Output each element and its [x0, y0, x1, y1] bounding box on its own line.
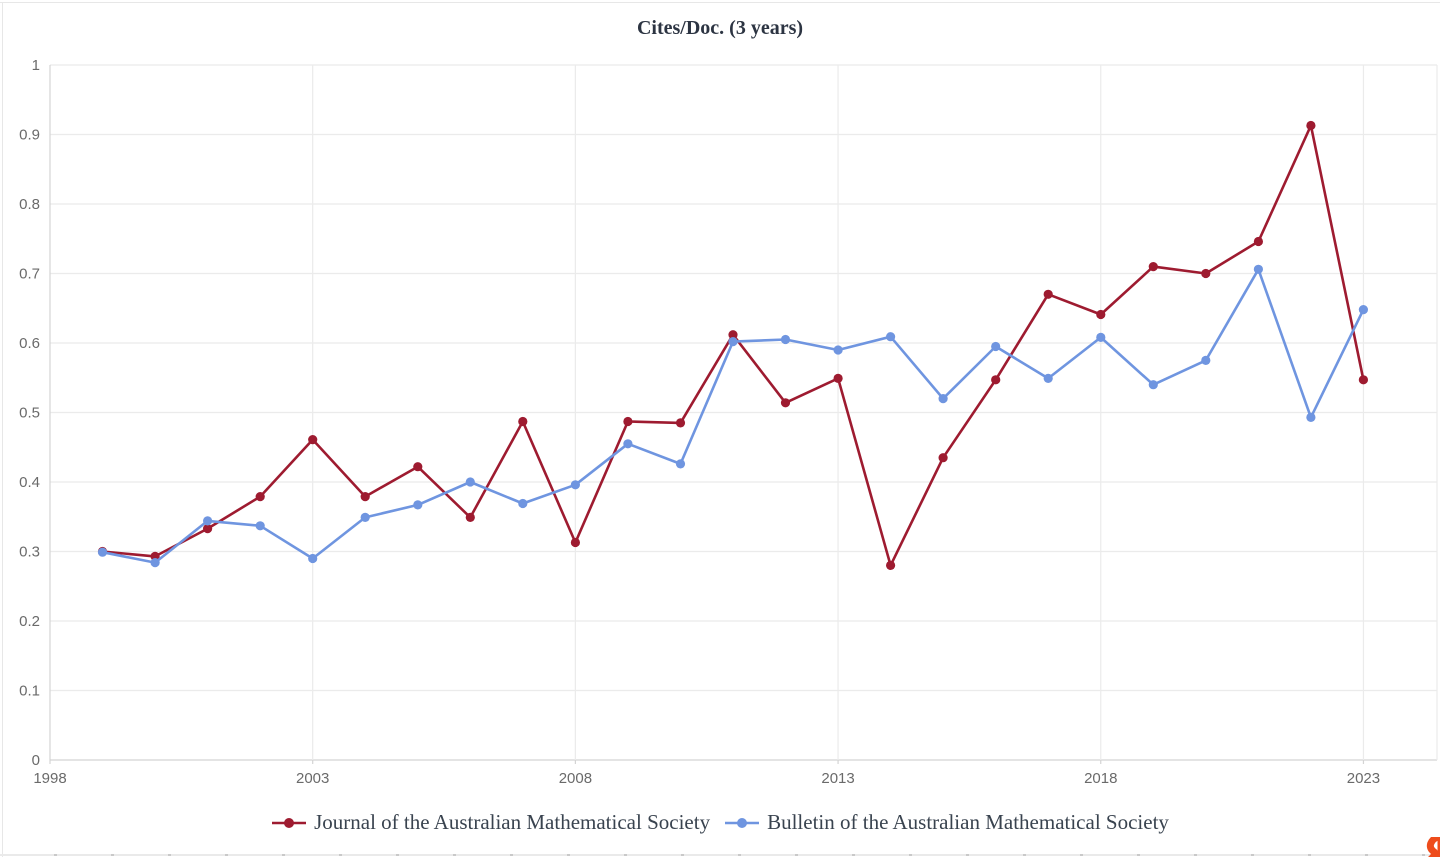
legend-label-journal: Journal of the Australian Mathematical S…: [314, 810, 711, 834]
bottom-divider-dashes: [0, 854, 1440, 856]
data-point[interactable]: [1043, 373, 1053, 383]
legend-item-journal[interactable]: Journal of the Australian Mathematical S…: [271, 810, 710, 835]
data-point[interactable]: [413, 462, 423, 472]
data-point[interactable]: [570, 537, 581, 548]
data-point[interactable]: [97, 547, 108, 557]
chart-title: Cites/Doc. (3 years): [636, 17, 804, 39]
series-line: [101, 267, 1365, 564]
scimago-logo-fragment: [1426, 837, 1440, 857]
gridlines: 0 0.1 0.2 0.3 0.4 0.5 0.6 0.7 0.8 0.9 1 1998 2003 200…: [19, 57, 1438, 787]
data-point[interactable]: [570, 480, 581, 490]
data-point[interactable]: [465, 512, 475, 523]
data-point[interactable]: [1306, 120, 1316, 131]
data-point[interactable]: [780, 398, 791, 408]
data-point[interactable]: [623, 439, 633, 449]
data-point[interactable]: [780, 334, 791, 345]
x-tick-label: 1998: [33, 770, 66, 787]
x-tick-label: 2008: [559, 770, 592, 787]
data-point[interactable]: [675, 418, 686, 428]
data-point[interactable]: [623, 416, 633, 427]
data-point[interactable]: [413, 500, 423, 510]
data-point[interactable]: [308, 435, 318, 445]
y-tick-label: 0.6: [19, 335, 40, 352]
data-point[interactable]: [465, 477, 475, 487]
y-tick-label: 0.5: [19, 405, 40, 422]
data-point[interactable]: [308, 553, 318, 564]
legend-item-bulletin[interactable]: Bulletin of the Australian Mathematical …: [724, 810, 1169, 835]
data-point[interactable]: [360, 512, 370, 523]
data-point[interactable]: [203, 516, 213, 526]
x-tick-label: 2023: [1347, 770, 1380, 787]
data-point[interactable]: [886, 560, 896, 571]
data-point[interactable]: [518, 498, 528, 509]
line-chart-plot-area: 0 0.1 0.2 0.3 0.4 0.5 0.6 0.7 0.8 0.9 1 1998 2003 200…: [19, 57, 1438, 787]
data-point[interactable]: [1096, 309, 1106, 320]
data-point[interactable]: [991, 341, 1001, 352]
series-bulletin: [97, 264, 1368, 568]
data-point[interactable]: [1201, 268, 1211, 279]
data-point[interactable]: [675, 459, 686, 469]
data-point[interactable]: [1201, 355, 1211, 365]
data-point[interactable]: [1148, 380, 1158, 390]
y-tick-label: 0.2: [19, 613, 40, 630]
data-point[interactable]: [833, 345, 843, 355]
data-point[interactable]: [991, 375, 1001, 385]
x-tick-label: 2003: [296, 770, 329, 787]
series-journal: [97, 120, 1368, 571]
y-tick-label: 0.1: [19, 683, 40, 700]
data-point[interactable]: [1043, 289, 1053, 299]
data-point[interactable]: [886, 332, 896, 342]
data-point[interactable]: [938, 453, 948, 463]
left-border-line: [2, 2, 3, 857]
legend-marker-journal-icon: [271, 817, 307, 829]
x-tick-label: 2013: [821, 770, 854, 787]
top-border-line: [0, 2, 1440, 3]
data-point[interactable]: [938, 394, 948, 404]
legend-label-bulletin: Bulletin of the Australian Mathematical …: [767, 810, 1169, 834]
data-point[interactable]: [728, 330, 738, 340]
x-tick-label: 2018: [1084, 770, 1117, 787]
data-point[interactable]: [1253, 264, 1263, 274]
data-point[interactable]: [1306, 412, 1316, 422]
data-point[interactable]: [833, 373, 843, 383]
data-point[interactable]: [360, 492, 370, 502]
y-tick-label: 0.7: [19, 266, 40, 283]
data-point[interactable]: [150, 558, 160, 568]
data-point[interactable]: [255, 521, 265, 531]
chart-legend: Journal of the Australian Mathematical S…: [0, 810, 1440, 835]
y-tick-label: 0.9: [19, 127, 40, 144]
y-tick-label: 1: [32, 57, 40, 74]
data-point[interactable]: [1253, 236, 1263, 247]
y-tick-label: 0: [32, 752, 40, 769]
data-point[interactable]: [1148, 262, 1158, 272]
data-point[interactable]: [518, 416, 528, 427]
data-point[interactable]: [1358, 305, 1368, 315]
data-point[interactable]: [1096, 332, 1106, 342]
data-point[interactable]: [203, 524, 213, 534]
y-tick-label: 0.4: [19, 474, 40, 491]
legend-marker-bulletin-icon: [724, 817, 760, 829]
y-tick-label: 0.8: [19, 196, 40, 213]
data-point[interactable]: [1358, 375, 1368, 385]
data-point[interactable]: [728, 337, 738, 347]
y-tick-label: 0.3: [19, 544, 40, 561]
data-point[interactable]: [255, 492, 265, 502]
